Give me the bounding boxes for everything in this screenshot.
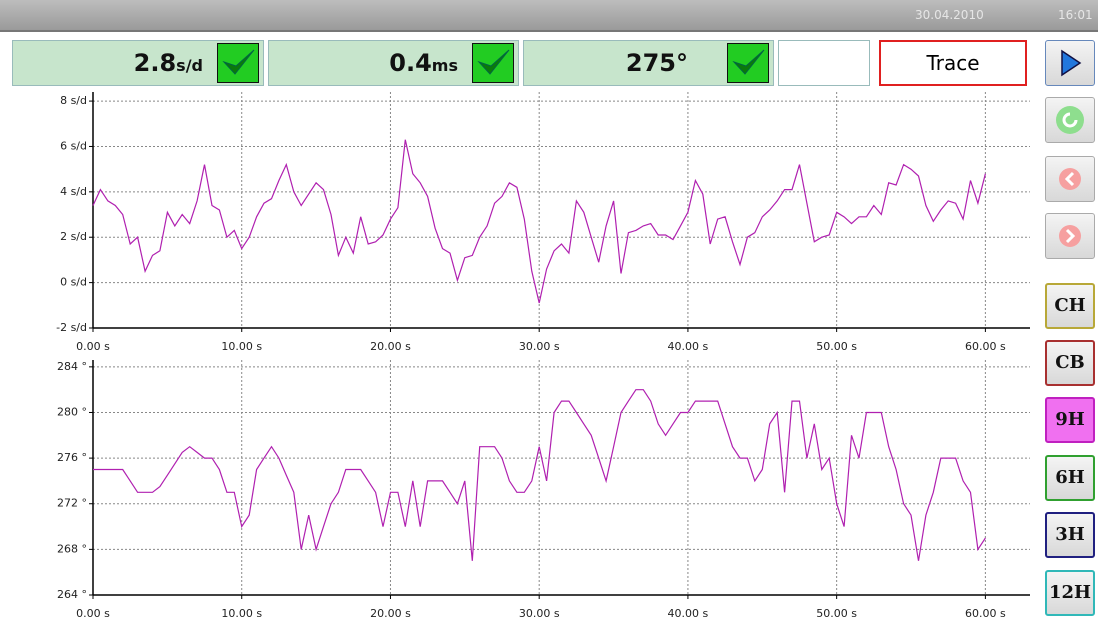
y-tick-label: 8 s/d xyxy=(60,94,87,107)
readout-unit: s/d xyxy=(176,56,203,75)
ok-check xyxy=(217,43,259,83)
y-tick-label: 6 s/d xyxy=(60,139,87,152)
y-tick-label: 268 ° xyxy=(57,542,87,555)
charts: -2 s/d 0 s/d 2 s/d 4 s/d 6 s/d 8 s/d 0.00 s 10.… xyxy=(56,92,1030,618)
data-line xyxy=(93,389,986,561)
mode-button[interactable]: 12H xyxy=(1045,570,1095,616)
ok-check xyxy=(727,43,769,83)
x-tick-label: 30.00 s xyxy=(519,607,560,618)
readout-number: 0.4 xyxy=(389,49,432,77)
readout-value: 0.4ms xyxy=(389,49,458,77)
trace-button[interactable]: Trace xyxy=(879,40,1027,86)
mode-button[interactable]: CH xyxy=(1045,283,1095,329)
readout-value: 2.8s/d xyxy=(134,49,203,77)
ok-check xyxy=(472,43,514,83)
y-tick-label: 0 s/d xyxy=(60,276,87,289)
y-tick-label: 280 ° xyxy=(57,405,87,418)
readout: 2.8s/d xyxy=(12,40,264,86)
y-tick-label: 272 ° xyxy=(57,497,87,510)
x-tick-label: 40.00 s xyxy=(668,607,709,618)
mode-button[interactable]: CB xyxy=(1045,340,1095,386)
y-tick-label: -2 s/d xyxy=(56,321,87,334)
x-tick-label: 30.00 s xyxy=(519,340,560,353)
title-bar: 30.04.2010 16:01 xyxy=(0,0,1098,32)
x-tick-label: 0.00 s xyxy=(76,340,110,353)
y-tick-label: 264 ° xyxy=(57,588,87,601)
forward-button[interactable] xyxy=(1045,213,1095,259)
y-tick-label: 2 s/d xyxy=(60,230,87,243)
x-tick-label: 50.00 s xyxy=(816,340,857,353)
x-tick-label: 60.00 s xyxy=(965,340,1006,353)
y-tick-label: 276 ° xyxy=(57,451,87,464)
readout-number: 275° xyxy=(625,49,688,77)
readout-value: 275° xyxy=(626,49,688,77)
readout: 275° xyxy=(523,40,774,86)
x-tick-label: 50.00 s xyxy=(816,607,857,618)
y-tick-label: 4 s/d xyxy=(60,185,87,198)
y-tick-label: 284 ° xyxy=(57,360,87,373)
mode-button[interactable]: 3H xyxy=(1045,512,1095,558)
mode-button[interactable]: 9H xyxy=(1045,397,1095,443)
data-line xyxy=(92,139,986,304)
x-tick-label: 0.00 s xyxy=(76,607,110,618)
readout-unit: ms xyxy=(431,56,458,75)
x-tick-label: 60.00 s xyxy=(965,607,1006,618)
mode-button[interactable]: 6H xyxy=(1045,455,1095,501)
x-tick-label: 10.00 s xyxy=(221,607,262,618)
x-tick-label: 40.00 s xyxy=(668,340,709,353)
readout-number: 2.8 xyxy=(133,49,177,77)
empty-box xyxy=(778,40,870,86)
x-tick-label: 20.00 s xyxy=(370,607,411,618)
back-button[interactable] xyxy=(1045,156,1095,202)
readout: 0.4ms xyxy=(268,40,519,86)
play-button[interactable] xyxy=(1045,40,1095,86)
time: 16:01 xyxy=(1058,8,1093,22)
x-tick-label: 10.00 s xyxy=(221,340,262,353)
x-tick-label: 20.00 s xyxy=(370,340,411,353)
date: 30.04.2010 xyxy=(915,8,984,22)
refresh-button[interactable] xyxy=(1045,97,1095,143)
